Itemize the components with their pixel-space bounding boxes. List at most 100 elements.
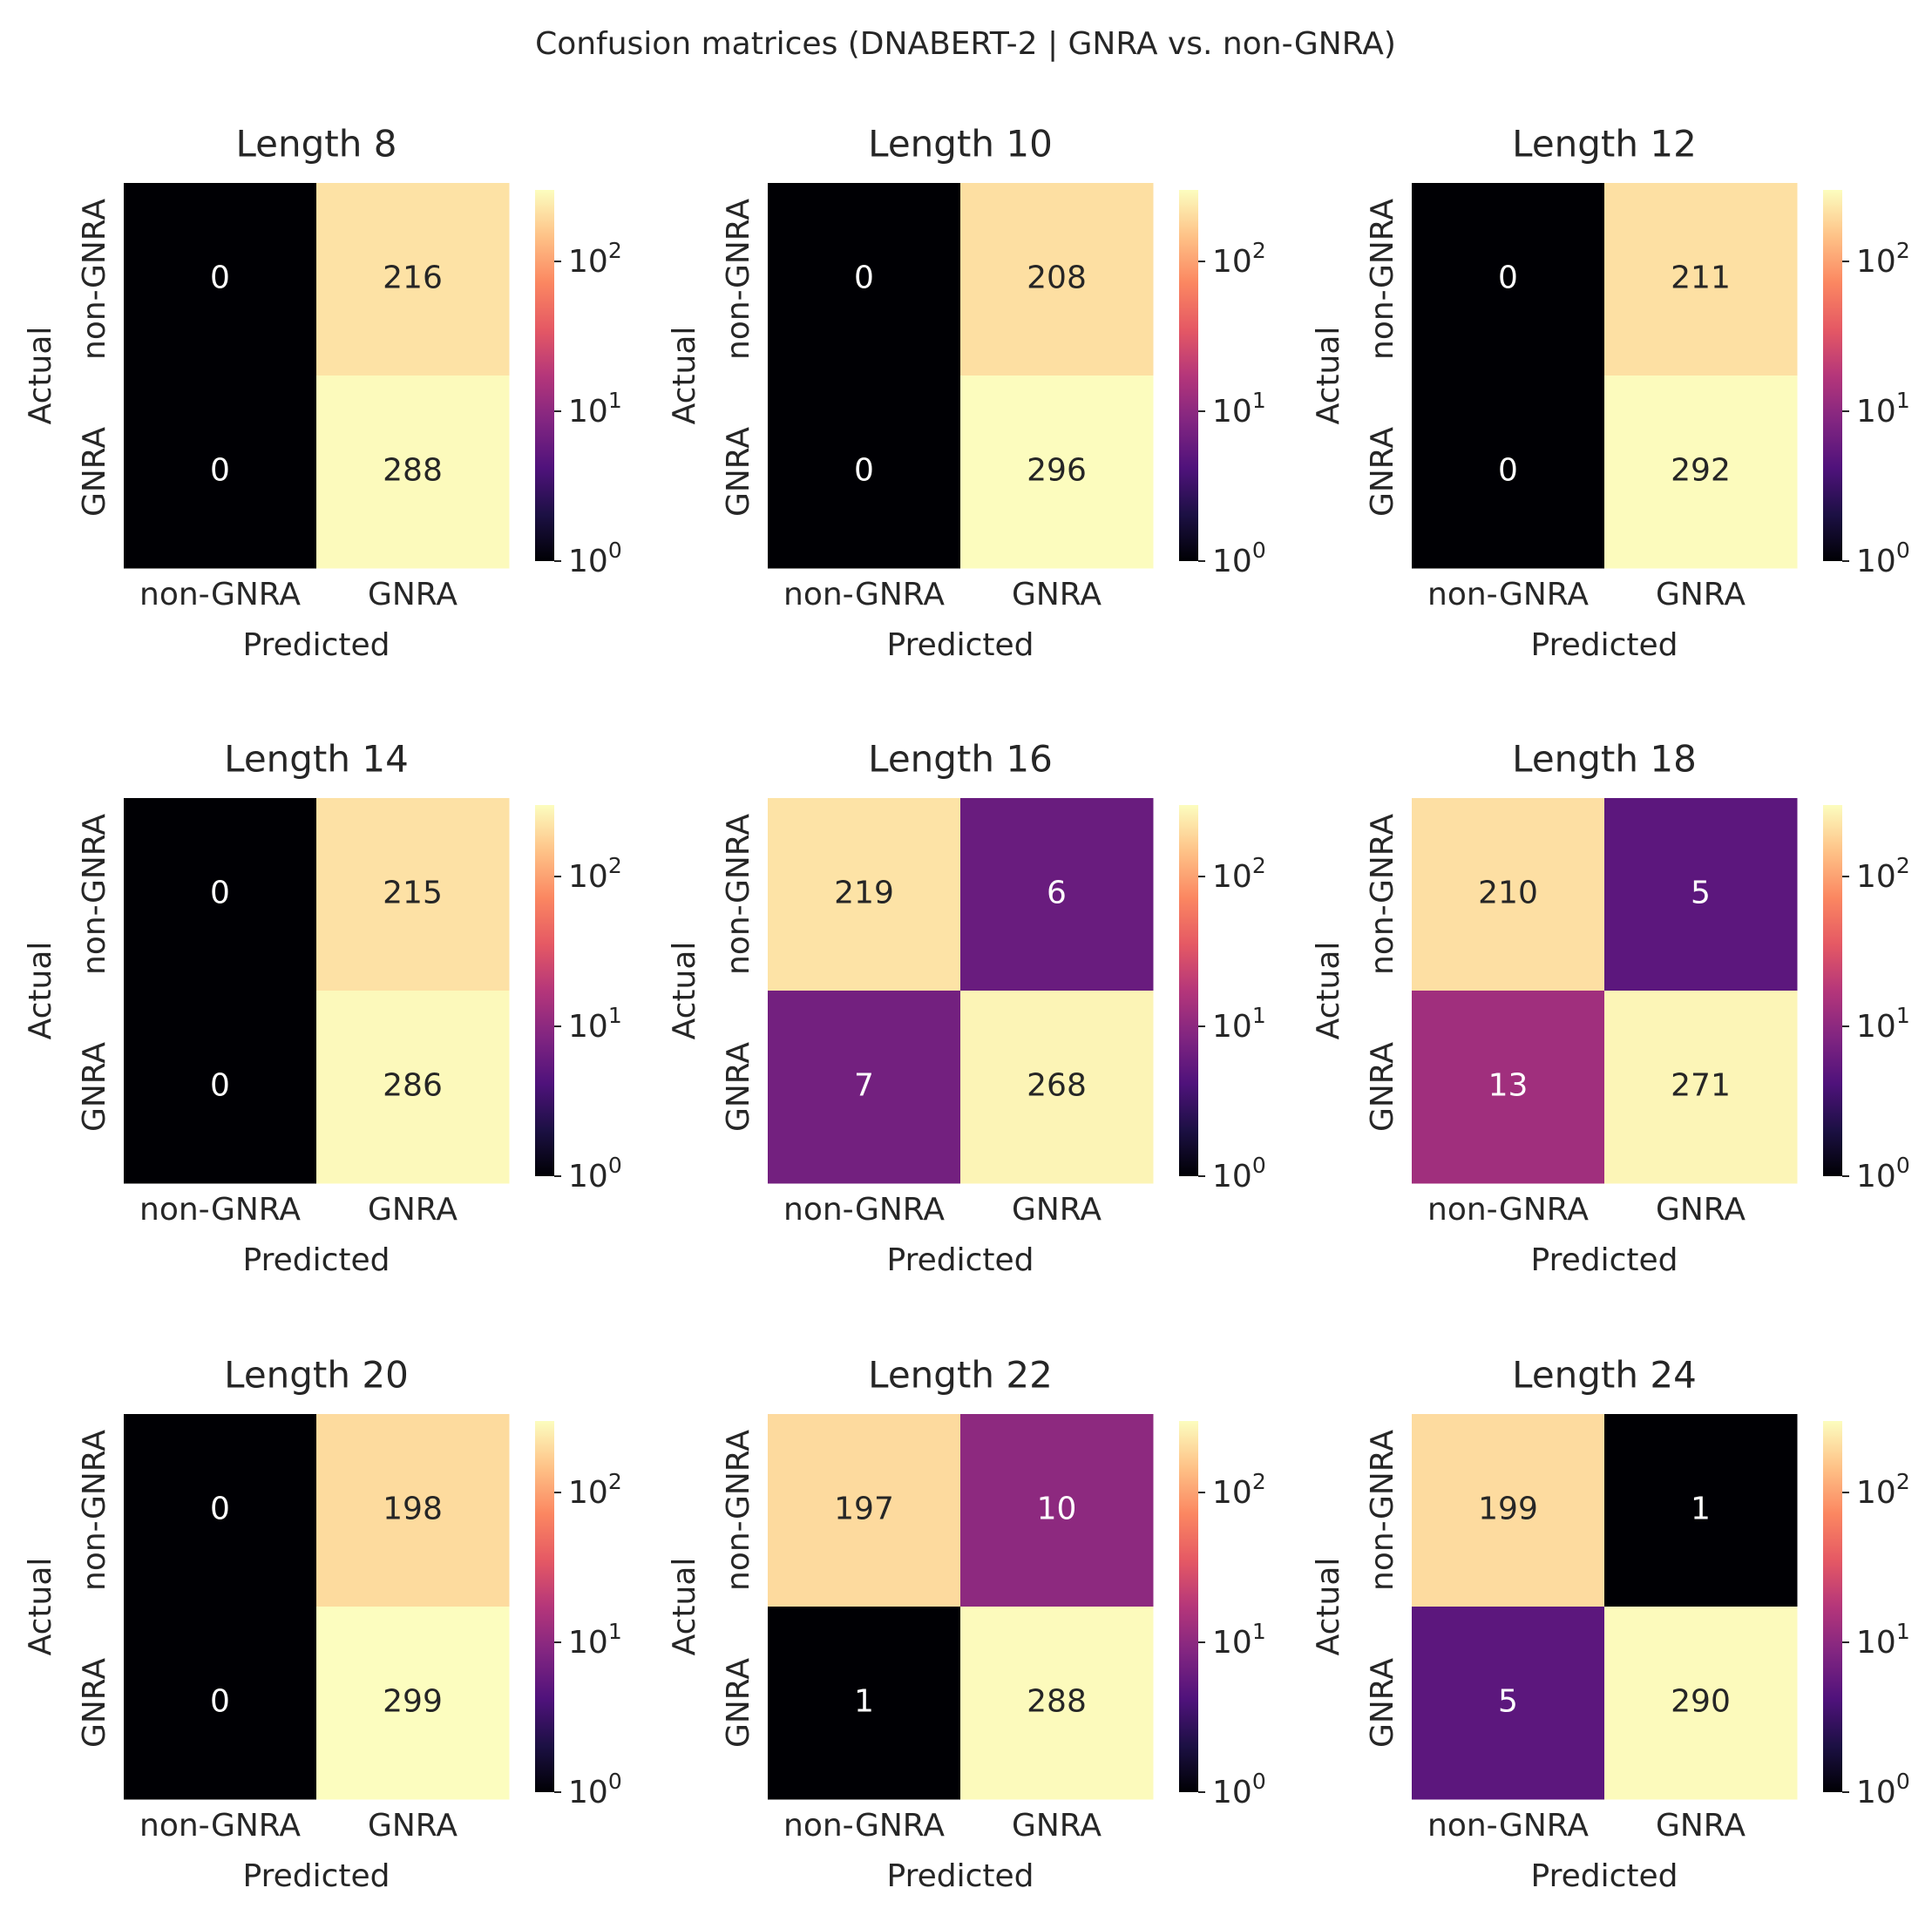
- colorbar-tick-label: 101: [1212, 388, 1266, 430]
- x-axis-label: Predicted: [1531, 627, 1678, 663]
- cell-value-label: 1: [854, 1684, 874, 1720]
- heatmap-cell: [1412, 1607, 1605, 1800]
- confusion-matrix-panel: Length 16 219 6 7 268 non-GNRA GNRA Predicted no…: [667, 738, 1266, 1279]
- colorbar-tick-label: 101: [1212, 1619, 1266, 1661]
- y-axis-label: Actual: [23, 327, 58, 425]
- x-axis-label: Predicted: [243, 1242, 390, 1278]
- colorbar-tick-label: 102: [1856, 238, 1910, 280]
- y-tick-label: non-GNRA: [1365, 199, 1400, 360]
- cell-value-label: 208: [1027, 261, 1087, 296]
- x-tick-label: non-GNRA: [139, 1192, 301, 1228]
- colorbar-tick-label: 100: [1856, 538, 1910, 579]
- y-tick-label: non-GNRA: [77, 1430, 112, 1591]
- cell-value-label: 5: [1498, 1684, 1518, 1720]
- cell-value-label: 268: [1027, 1068, 1087, 1104]
- heatmap-cell: [768, 1607, 961, 1800]
- cell-value-label: 210: [1478, 876, 1538, 911]
- panel-title: Length 14: [224, 738, 409, 781]
- colorbar-tick-label: 100: [1856, 1153, 1910, 1194]
- y-axis-label: Actual: [1311, 327, 1346, 425]
- heatmap-cell: [124, 1607, 317, 1800]
- y-tick-label: GNRA: [1365, 427, 1400, 517]
- colorbar-tick-label: 100: [568, 1769, 622, 1810]
- colorbar-tick-label: 100: [1212, 1769, 1266, 1810]
- cell-value-label: 0: [1498, 261, 1518, 296]
- colorbar-tick-label: 100: [568, 538, 622, 579]
- cell-value-label: 197: [834, 1492, 894, 1527]
- panel-title: Length 24: [1512, 1354, 1697, 1397]
- y-axis-label: Actual: [23, 942, 58, 1040]
- cell-value-label: 199: [1478, 1492, 1538, 1527]
- x-axis-label: Predicted: [887, 627, 1034, 663]
- heatmap-cell: [1604, 183, 1798, 376]
- cell-value-label: 0: [210, 1492, 230, 1527]
- figure-title: Confusion matrices (DNABERT-2 | GNRA vs.…: [535, 26, 1396, 62]
- cell-value-label: 0: [1498, 453, 1518, 489]
- colorbar-tick-label: 102: [568, 1469, 622, 1511]
- panel-title: Length 12: [1512, 123, 1697, 166]
- cell-value-label: 0: [210, 1684, 230, 1720]
- x-tick-label: GNRA: [1012, 1808, 1102, 1844]
- heatmap-cell: [1412, 991, 1605, 1184]
- y-axis-label: Actual: [1311, 1558, 1346, 1656]
- heatmap-cell: [124, 991, 317, 1184]
- x-tick-label: non-GNRA: [783, 1192, 945, 1228]
- colorbar-tick-label: 102: [1856, 1469, 1910, 1511]
- heatmap-cell: [768, 798, 961, 991]
- y-tick-label: non-GNRA: [77, 199, 112, 360]
- heatmap-cell: [960, 376, 1154, 569]
- cell-value-label: 0: [210, 261, 230, 296]
- cell-value-label: 0: [210, 876, 230, 911]
- x-axis-label: Predicted: [243, 1858, 390, 1894]
- cell-value-label: 10: [1037, 1492, 1077, 1527]
- cell-value-label: 215: [383, 876, 443, 911]
- heatmap-cell: [1604, 1414, 1798, 1607]
- cell-value-label: 6: [1047, 876, 1067, 911]
- heatmap-cell: [960, 183, 1154, 376]
- y-tick-label: GNRA: [721, 427, 756, 517]
- x-tick-label: GNRA: [368, 577, 458, 612]
- y-axis-label: Actual: [1311, 942, 1346, 1040]
- cell-value-label: 288: [1027, 1684, 1087, 1720]
- y-tick-label: GNRA: [1365, 1658, 1400, 1748]
- heatmap-cell: [960, 798, 1154, 991]
- confusion-matrix-panel: Length 10 0 208 0 296 non-GNRA GNRA Predicted no…: [667, 123, 1266, 664]
- cell-value-label: 7: [854, 1068, 874, 1104]
- colorbar-tick-label: 101: [568, 1003, 622, 1045]
- heatmap-cell: [768, 991, 961, 1184]
- cell-value-label: 296: [1027, 453, 1087, 489]
- heatmap-cell: [124, 1414, 317, 1607]
- confusion-matrix-panel: Length 20 0 198 0 299 non-GNRA GNRA Predicted no…: [23, 1354, 622, 1895]
- y-axis-label: Actual: [667, 327, 702, 425]
- heatmap-cell: [960, 1607, 1154, 1800]
- cell-value-label: 288: [383, 453, 443, 489]
- y-axis-label: Actual: [667, 1558, 702, 1656]
- colorbar-tick-label: 102: [568, 238, 622, 280]
- heatmap-cell: [1604, 1607, 1798, 1800]
- cell-value-label: 271: [1671, 1068, 1731, 1104]
- colorbar: [1179, 190, 1198, 561]
- heatmap-cell: [1412, 183, 1605, 376]
- colorbar: [1179, 1421, 1198, 1792]
- heatmap-cell: [316, 1414, 510, 1607]
- cell-value-label: 290: [1671, 1684, 1731, 1720]
- cell-value-label: 13: [1488, 1068, 1529, 1104]
- colorbar-tick-label: 102: [1856, 853, 1910, 895]
- heatmap-cell: [1604, 991, 1798, 1184]
- cell-value-label: 219: [834, 876, 894, 911]
- y-tick-label: non-GNRA: [721, 1430, 756, 1591]
- colorbar: [1823, 805, 1842, 1176]
- heatmap-cell: [960, 1414, 1154, 1607]
- y-tick-label: GNRA: [77, 1042, 112, 1132]
- cell-value-label: 198: [383, 1492, 443, 1527]
- heatmap-cell: [124, 798, 317, 991]
- confusion-matrix-panel: Length 24 199 1 5 290 non-GNRA GNRA Predicted no…: [1311, 1354, 1910, 1895]
- panel-title: Length 22: [868, 1354, 1053, 1397]
- colorbar-tick-label: 101: [1212, 1003, 1266, 1045]
- colorbar-tick-label: 102: [1212, 238, 1266, 280]
- cell-value-label: 211: [1671, 261, 1731, 296]
- colorbar-tick-label: 100: [1856, 1769, 1910, 1810]
- x-tick-label: non-GNRA: [139, 577, 301, 612]
- panel-title: Length 20: [224, 1354, 409, 1397]
- panel-title: Length 8: [236, 123, 397, 166]
